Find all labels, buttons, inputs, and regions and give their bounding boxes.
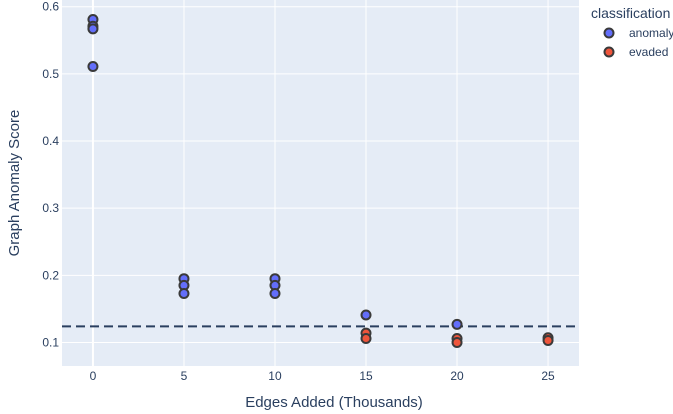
anomaly-point: [269, 287, 281, 299]
legend-title: classification: [591, 5, 670, 21]
evaded-point: [360, 332, 372, 344]
legend-label-anomaly: anomaly: [629, 26, 673, 40]
x-axis-ticks: 0 5 10 15 20 25: [90, 369, 555, 383]
legend-label-evaded: evaded: [629, 45, 668, 59]
y-tick-label: 0.2: [42, 268, 59, 282]
y-tick-label: 0.1: [42, 335, 59, 349]
anomaly-point: [360, 309, 372, 321]
y-tick-label: 0.5: [42, 67, 59, 81]
anomaly-point: [87, 60, 99, 72]
plot-background: [62, 0, 579, 366]
x-tick-label: 5: [181, 369, 188, 383]
anomaly-point: [87, 23, 99, 35]
y-axis-title: Graph Anomaly Score: [6, 110, 23, 257]
anomaly-point: [451, 318, 463, 330]
x-tick-label: 15: [359, 369, 373, 383]
x-tick-label: 20: [450, 369, 464, 383]
y-tick-label: 0.3: [42, 201, 59, 215]
grid-lines: [62, 0, 579, 366]
x-tick-label: 0: [90, 369, 97, 383]
y-tick-label: 0.4: [42, 134, 59, 148]
x-axis-title: Edges Added (Thousands): [245, 394, 423, 411]
data-points: [87, 13, 554, 348]
legend-marker-anomaly: [603, 27, 615, 39]
y-tick-label: 0.6: [42, 0, 59, 14]
y-axis-ticks: 0.1 0.2 0.3 0.4 0.5 0.6: [42, 0, 59, 349]
x-tick-label: 25: [541, 369, 555, 383]
legend: classification anomaly evaded: [591, 5, 673, 59]
x-tick-label: 10: [268, 369, 282, 383]
legend-marker-evaded: [603, 46, 615, 58]
anomaly-point: [178, 287, 190, 299]
evaded-point: [451, 336, 463, 348]
evaded-point: [542, 334, 554, 346]
